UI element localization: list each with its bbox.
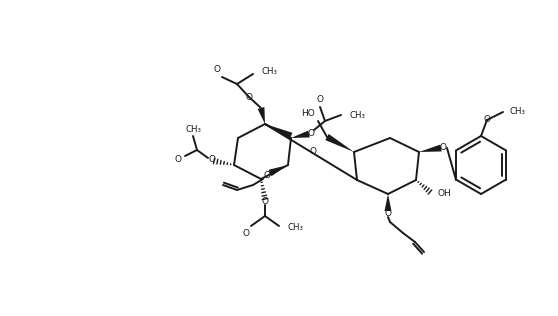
Polygon shape <box>419 144 441 152</box>
Text: O: O <box>307 129 315 137</box>
Polygon shape <box>258 107 265 124</box>
Text: O: O <box>263 171 271 179</box>
Text: OH: OH <box>438 189 452 198</box>
Polygon shape <box>384 194 392 211</box>
Text: O: O <box>316 95 324 105</box>
Text: O: O <box>175 155 181 165</box>
Text: CH₃: CH₃ <box>262 68 278 76</box>
Polygon shape <box>265 124 292 139</box>
Text: O: O <box>384 209 392 217</box>
Text: O: O <box>483 114 490 124</box>
Text: O: O <box>214 65 220 75</box>
Text: O: O <box>310 148 316 156</box>
Text: CH₃: CH₃ <box>509 107 525 117</box>
Polygon shape <box>291 131 310 138</box>
Text: CH₃: CH₃ <box>185 125 201 135</box>
Text: O: O <box>440 143 446 153</box>
Text: O: O <box>209 155 215 165</box>
Text: O: O <box>243 228 249 238</box>
Polygon shape <box>268 165 288 176</box>
Text: O: O <box>262 197 268 205</box>
Polygon shape <box>325 134 354 152</box>
Text: O: O <box>246 93 253 101</box>
Text: CH₃: CH₃ <box>288 223 304 233</box>
Text: HO: HO <box>301 110 315 118</box>
Text: CH₃: CH₃ <box>349 111 365 119</box>
